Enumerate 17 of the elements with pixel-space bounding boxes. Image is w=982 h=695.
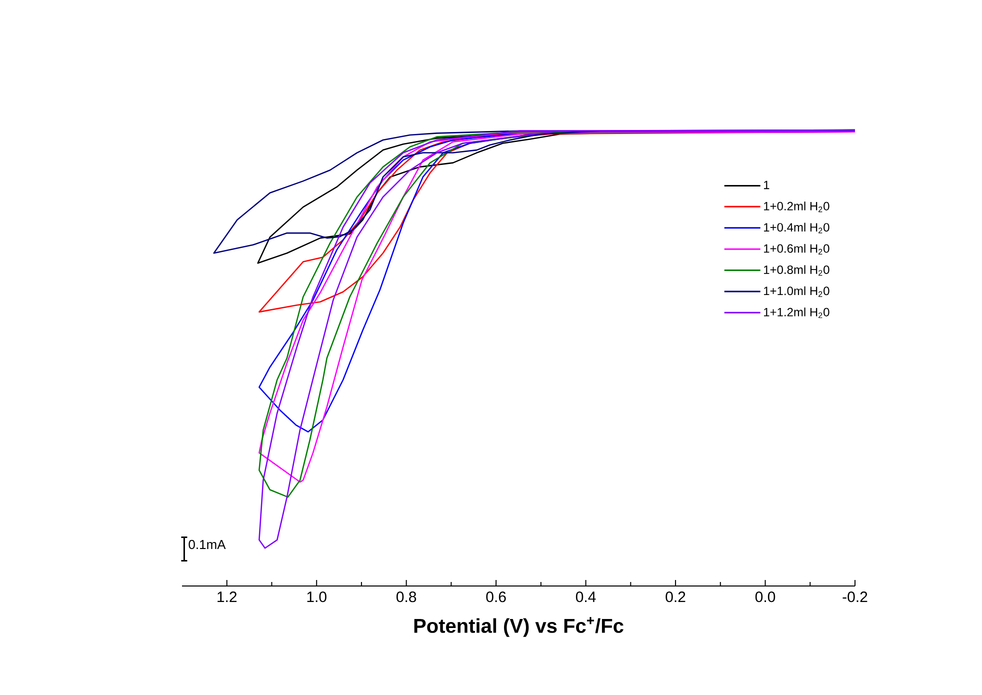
legend-label: 1+1.0ml H$_{2}$0 [764,286,830,297]
x-tick-label: 0.4 [576,592,596,602]
legend-label: 1+0.6ml H$_{2}$0 [764,244,830,254]
x-tick-label: 0.2 [666,592,686,602]
x-axis-title: Potential (V) vs Fc$^{+}$/Fc [414,616,624,637]
legend-label: 1+0.8ml H$_{2}$0 [764,265,830,276]
legend-label: 1+0.4ml H$_{2}$0 [764,222,830,234]
x-tick-label: -0.2 [842,592,868,602]
x-tick-label: 1.0 [307,592,326,602]
legend-label: 1+1.2ml H$_{2}$0 [764,308,830,318]
legend-label: 1 [764,180,770,190]
legend-label: 1+0.2ml H$_{2}$0 [764,202,830,212]
x-tick-label: 0.8 [396,592,416,602]
x-tick-label: 0.0 [755,592,776,602]
x-tick-label: 0.6 [486,592,506,602]
annotation: 0.1mA [188,540,226,550]
x-tick-label: 1.2 [218,592,237,602]
